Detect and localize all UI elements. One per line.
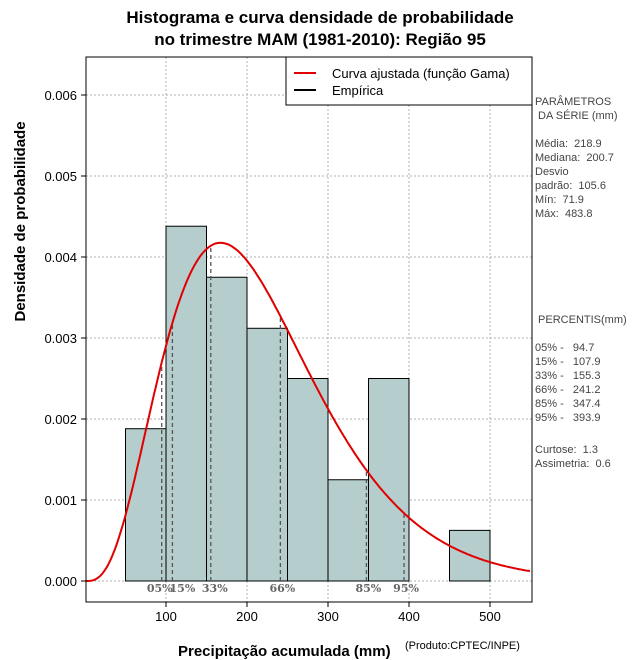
- stat-desvio-label: Desvio: [535, 166, 569, 178]
- percentil-85: 85% - 347.4: [535, 398, 601, 410]
- y-tick-label: 0.003: [44, 331, 77, 346]
- y-tick-label: 0.002: [44, 412, 77, 427]
- stat-mediana: Mediana: 200.7: [535, 152, 614, 164]
- histogram-bar: [206, 276, 248, 582]
- percentile-label: 33%: [202, 582, 228, 595]
- histogram-bar: [368, 378, 410, 582]
- percentil-66: 66% - 241.2: [535, 384, 601, 396]
- histogram-bar: [125, 428, 167, 582]
- percentil-95: 95% - 393.9: [535, 412, 601, 424]
- y-tick-label: 0.004: [44, 250, 77, 265]
- legend-label-fitted: Curva ajustada (função Gama): [332, 66, 510, 81]
- percentile-label: 85%: [356, 582, 382, 595]
- percentile-label: 05%: [147, 582, 173, 595]
- params-header: PARÂMETROS: [535, 96, 612, 108]
- y-tick-label: 0.000: [44, 574, 77, 589]
- y-tick-label: 0.001: [44, 493, 77, 508]
- x-tick-label: 100: [155, 609, 177, 624]
- percentil-05: 05% - 94.7: [535, 342, 595, 354]
- percentis-header: PERCENTIS(mm): [535, 314, 627, 326]
- y-tick-label: 0.006: [44, 88, 77, 103]
- stat-media: Média: 218.9: [535, 138, 602, 150]
- x-tick-label: 200: [236, 609, 258, 624]
- histogram-bar: [287, 378, 329, 582]
- stat-assimetria: Assimetria: 0.6: [535, 458, 611, 470]
- x-axis-label: Precipitação acumulada (mm): [178, 643, 391, 660]
- percentil-15: 15% - 107.9: [535, 356, 601, 368]
- params-subheader: DA SÉRIE (mm): [535, 110, 618, 122]
- percentile-label: 66%: [269, 582, 295, 595]
- legend-box: [285, 56, 533, 106]
- legend-label-empirical: Empírica: [332, 83, 384, 98]
- gamma-curve: [86, 241, 531, 582]
- percentile-label: 15%: [170, 582, 196, 595]
- percentil-33: 33% - 155.3: [535, 370, 601, 382]
- histogram-bar: [246, 327, 288, 582]
- percentile-label: 95%: [393, 582, 419, 595]
- y-axis-label: Densidade de probabilidade: [12, 121, 29, 322]
- stat-max: Máx: 483.8: [535, 208, 593, 220]
- x-tick-label: 500: [479, 609, 501, 624]
- histogram-bar: [327, 479, 369, 582]
- chart-title: Histograma e curva densidade de probabil…: [126, 8, 514, 27]
- stat-curtose: Curtose: 1.3: [535, 444, 598, 456]
- y-tick-label: 0.005: [44, 169, 77, 184]
- x-tick-label: 400: [398, 609, 420, 624]
- source-credit: (Produto:CPTEC/INPE): [405, 640, 520, 652]
- chart-subtitle: no trimestre MAM (1981-2010): Região 95: [154, 30, 486, 49]
- stat-min: Mín: 71.9: [535, 194, 584, 206]
- x-tick-label: 300: [317, 609, 339, 624]
- stat-desvio: padrão: 105.6: [535, 180, 606, 192]
